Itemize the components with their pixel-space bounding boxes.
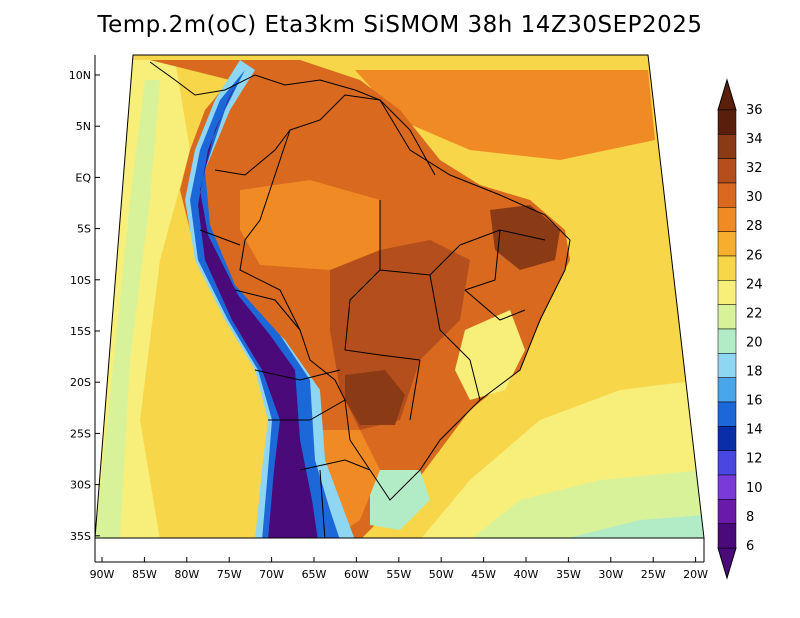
south-atlantic-pale bbox=[560, 515, 704, 538]
lat-tick-label: 30S bbox=[70, 479, 91, 492]
north-atlantic-warm bbox=[355, 70, 655, 160]
colorbar-segment bbox=[717, 158, 737, 184]
lon-tick-label: 90W bbox=[90, 568, 115, 581]
colorbar-segment bbox=[717, 401, 737, 427]
pacific-pale-band bbox=[95, 80, 160, 538]
lon-tick-label: 25W bbox=[641, 568, 666, 581]
colorbar-segment bbox=[717, 231, 737, 257]
colorbar-segment bbox=[717, 304, 737, 330]
lon-tick-label: 55W bbox=[386, 568, 411, 581]
border-states-2 bbox=[459, 229, 546, 321]
latitude-ticks: 10N 5N EQ 5S 10S 15S 20S 25S 30S 35S bbox=[69, 69, 100, 543]
colorbar-segment bbox=[717, 499, 737, 524]
longitude-ticks: 90W 85W 80W 75W 70W 65W 60W 55W 50W 45W 40W 35W 30W 2… bbox=[90, 557, 708, 581]
land-northeast-extreme bbox=[490, 205, 560, 270]
lon-tick-label: 75W bbox=[217, 568, 242, 581]
lon-tick-label: 40W bbox=[514, 568, 539, 581]
colorbar-segment bbox=[717, 426, 737, 451]
lon-tick-label: 60W bbox=[344, 568, 369, 581]
border-states-1 bbox=[344, 200, 481, 421]
colorbar-segment bbox=[717, 523, 737, 549]
lon-tick-label: 45W bbox=[471, 568, 496, 581]
colorbar-bottom-arrow bbox=[717, 547, 737, 580]
colorbar-label: 32 bbox=[746, 161, 763, 176]
lat-tick-label: 20S bbox=[70, 376, 91, 389]
colorbar-segment bbox=[717, 255, 737, 281]
colorbar-label: 18 bbox=[746, 365, 763, 380]
andes-core bbox=[198, 80, 318, 538]
colorbar-top-arrow bbox=[717, 78, 737, 111]
colorbar-segment bbox=[717, 328, 737, 354]
colorbar-label: 14 bbox=[746, 423, 763, 438]
andes-blue bbox=[190, 70, 340, 538]
colorbar-label: 30 bbox=[746, 190, 763, 205]
lon-tick-label: 20W bbox=[683, 568, 708, 581]
lon-tick-label: 80W bbox=[174, 568, 199, 581]
colorbar-segment bbox=[717, 207, 737, 232]
lat-tick-label: 15S bbox=[70, 325, 91, 338]
colorbar-segment bbox=[717, 474, 737, 500]
lon-tick-label: 85W bbox=[132, 568, 157, 581]
colorbar-segment bbox=[717, 377, 737, 403]
land-southwest-extreme bbox=[345, 370, 405, 425]
land-southeast-mid bbox=[455, 310, 525, 400]
colorbar-segment bbox=[717, 134, 737, 159]
lat-tick-label: 10S bbox=[70, 274, 91, 287]
map-title: Temp.2m(oC) Eta3km SiSMOM 38h 14Z30SEP20… bbox=[97, 12, 703, 38]
colorbar-label: 28 bbox=[746, 219, 763, 234]
colorbar-label: 36 bbox=[746, 103, 763, 118]
lon-tick-label: 50W bbox=[429, 568, 454, 581]
colorbar-label: 16 bbox=[746, 394, 763, 409]
lon-tick-label: 35W bbox=[556, 568, 581, 581]
colorbar-segment bbox=[717, 182, 737, 208]
land-north-warm bbox=[240, 180, 380, 270]
colorbar-label: 6 bbox=[746, 539, 754, 554]
colorbar-segment bbox=[717, 109, 737, 135]
colorbar-segment bbox=[717, 353, 737, 378]
lat-tick-label: 5N bbox=[76, 120, 91, 133]
colorbar-label: 22 bbox=[746, 306, 763, 321]
colorbar-label: 24 bbox=[746, 277, 763, 292]
colorbar-label: 10 bbox=[746, 481, 763, 496]
colorbar-segment bbox=[717, 280, 737, 305]
colorbar-label: 20 bbox=[746, 335, 763, 350]
colorbar: 36 34 32 30 28 26 24 22 20 18 16 14 12 10 8 6 bbox=[717, 78, 763, 580]
border-brazil bbox=[239, 94, 571, 501]
lat-tick-label: 25S bbox=[70, 427, 91, 440]
lat-tick-label: 35S bbox=[70, 530, 91, 543]
lon-tick-label: 30W bbox=[598, 568, 623, 581]
lat-tick-label: 10N bbox=[69, 69, 91, 82]
colorbar-label: 8 bbox=[746, 510, 754, 525]
lat-tick-label: 5S bbox=[77, 223, 91, 236]
lon-tick-label: 70W bbox=[259, 568, 284, 581]
border-andean bbox=[199, 129, 371, 538]
coastline-north bbox=[149, 61, 436, 176]
lat-tick-label: EQ bbox=[75, 171, 91, 184]
colorbar-label: 34 bbox=[746, 132, 763, 147]
colorbar-label: 12 bbox=[746, 452, 763, 467]
field-layer bbox=[95, 55, 704, 538]
land-south-cool bbox=[370, 470, 430, 530]
lon-tick-label: 65W bbox=[302, 568, 327, 581]
colorbar-label: 26 bbox=[746, 248, 763, 263]
colorbar-segment bbox=[717, 450, 737, 476]
country-borders bbox=[149, 61, 571, 538]
